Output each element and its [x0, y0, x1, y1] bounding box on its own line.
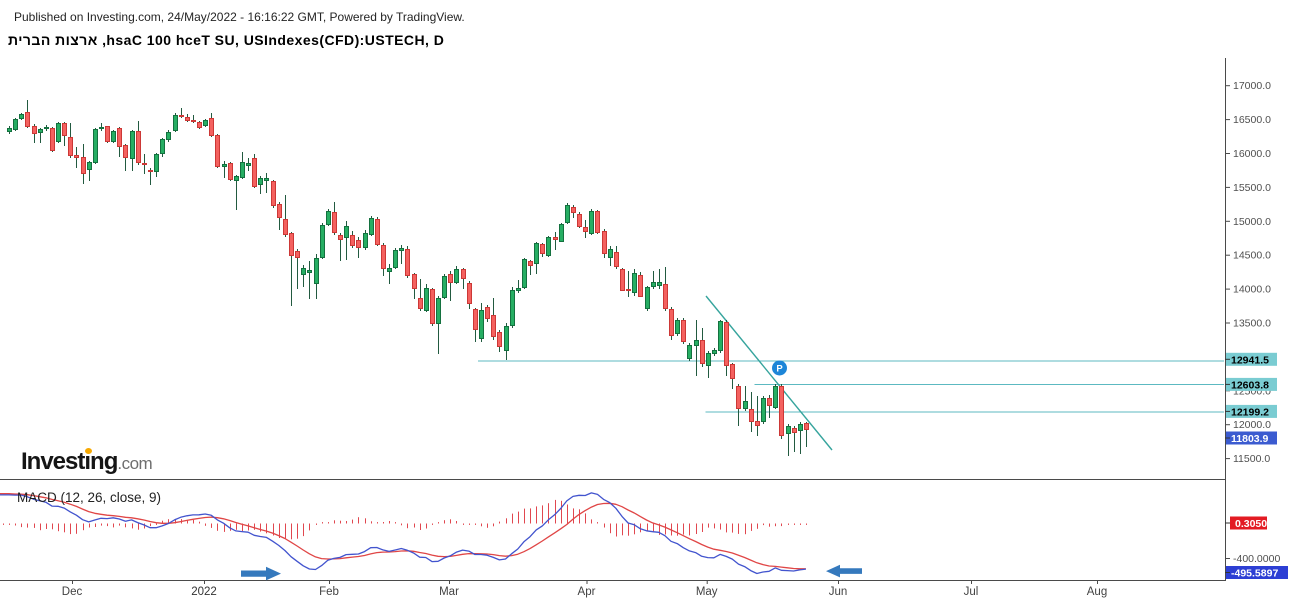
- svg-text:14000.0: 14000.0: [1233, 284, 1271, 296]
- svg-text:May: May: [696, 586, 718, 598]
- svg-text:12000.0: 12000.0: [1233, 419, 1271, 431]
- svg-text:2022: 2022: [191, 586, 217, 598]
- svg-text:15500.0: 15500.0: [1233, 182, 1271, 194]
- svg-text:Feb: Feb: [319, 586, 339, 598]
- svg-text:13500.0: 13500.0: [1233, 318, 1271, 330]
- svg-text:12941.5: 12941.5: [1231, 354, 1269, 366]
- svg-text:12199.2: 12199.2: [1231, 406, 1269, 418]
- svg-text:Aug: Aug: [1087, 586, 1107, 598]
- svg-text:11500.0: 11500.0: [1233, 453, 1270, 465]
- svg-text:14500.0: 14500.0: [1233, 250, 1271, 262]
- svg-text:-495.5897: -495.5897: [1231, 568, 1278, 580]
- svg-text:16000.0: 16000.0: [1233, 148, 1271, 160]
- svg-text:0.3050: 0.3050: [1235, 518, 1267, 530]
- svg-text:Mar: Mar: [439, 586, 459, 598]
- svg-text:11803.9: 11803.9: [1231, 433, 1269, 445]
- svg-text:Jun: Jun: [829, 586, 848, 598]
- svg-text:16500.0: 16500.0: [1233, 114, 1271, 126]
- svg-text:Apr: Apr: [578, 586, 596, 598]
- svg-text:12603.8: 12603.8: [1231, 379, 1269, 391]
- svg-text:P: P: [776, 364, 783, 375]
- svg-text:Jul: Jul: [964, 586, 979, 598]
- svg-text:15000.0: 15000.0: [1233, 216, 1271, 228]
- svg-text:-400.0000: -400.0000: [1233, 553, 1280, 565]
- svg-text:Dec: Dec: [62, 586, 83, 598]
- svg-text:17000.0: 17000.0: [1233, 80, 1271, 92]
